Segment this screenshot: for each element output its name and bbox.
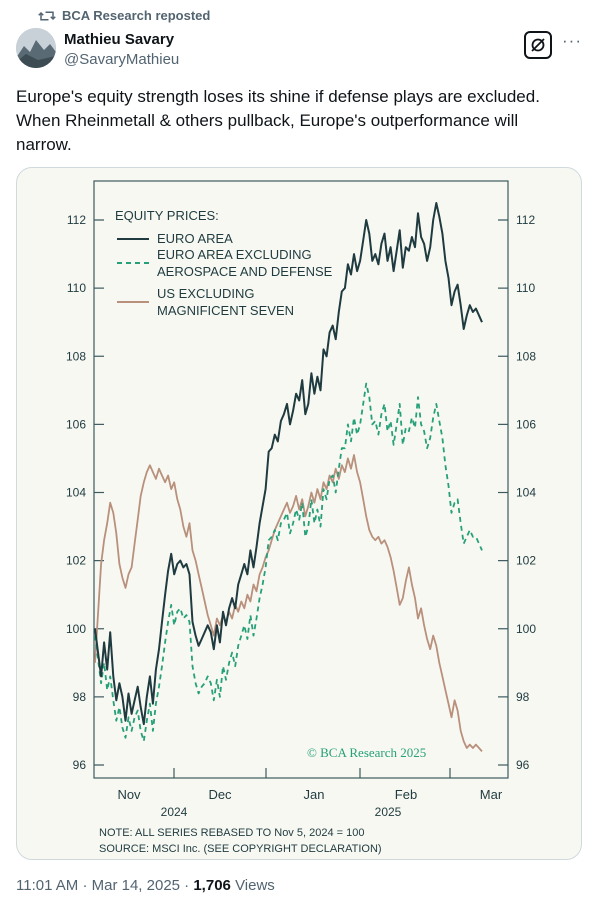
y-tick-label-left: 110 — [67, 281, 86, 295]
y-tick-label-left: 108 — [66, 349, 86, 363]
y-tick-label-right: 104 — [516, 486, 536, 500]
legend-label-1: EURO AREA EXCLUDING AEROSPACE AND DEFENSE — [157, 247, 333, 279]
y-tick-label-left: 100 — [66, 622, 86, 636]
y-tick-label-right: 102 — [516, 554, 536, 568]
views-label: Views — [235, 877, 275, 894]
y-tick-label-left: 112 — [67, 213, 86, 227]
repost-icon — [38, 11, 56, 20]
avatar[interactable] — [16, 28, 56, 68]
y-tick-label-left: 106 — [66, 417, 86, 431]
source-annotation: SOURCE: MSCI Inc. (SEE COPYRIGHT DECLARA… — [99, 843, 382, 855]
legend-label-0: EURO AREA — [157, 231, 233, 246]
y-tick-label-right: 100 — [516, 622, 536, 636]
view-count: 1,706 — [193, 877, 231, 894]
y-tick-label-right: 110 — [516, 281, 535, 295]
tweet-date[interactable]: Mar 14, 2025 — [91, 877, 180, 894]
y-tick-label-left: 96 — [73, 758, 87, 772]
more-options-button[interactable]: ··· — [562, 31, 582, 50]
plot-frame — [93, 180, 509, 779]
legend-label-2: US EXCLUDING MAGNIFICENT SEVEN — [157, 286, 294, 318]
tweet-media-chart[interactable]: 96 96 98 98 100 100 102 102 104 104 106 106 108 108 11… — [16, 167, 582, 860]
x-tick-label: Mar — [480, 787, 503, 802]
series-line-2 — [94, 454, 483, 752]
x-tick-label: Feb — [395, 787, 417, 802]
y-tick-label-left: 102 — [66, 554, 86, 568]
repost-label: BCA Research reposted — [62, 8, 211, 23]
grok-button[interactable] — [524, 31, 552, 59]
line-chart: 96 96 98 98 100 100 102 102 104 104 106 106 108 108 11… — [66, 180, 536, 855]
note-annotation: NOTE: ALL SERIES REBASED TO Nov 5, 2024 … — [99, 827, 364, 839]
avatar-image — [16, 28, 56, 68]
chart-title: EQUITY PRICES: — [115, 208, 219, 223]
x-tick-label: Dec — [208, 787, 232, 802]
y-tick-label-right: 98 — [516, 690, 530, 704]
tweet-text: Europe's equity strength loses its shine… — [16, 87, 540, 154]
x-year-label: 2024 — [161, 805, 188, 819]
meta-separator: · — [82, 877, 92, 894]
series-line-1 — [94, 382, 483, 743]
author-name[interactable]: Mathieu Savary — [64, 31, 175, 48]
repost-indicator[interactable]: BCA Research reposted — [38, 8, 210, 23]
y-tick-label-right: 96 — [516, 758, 530, 772]
series-line-0 — [94, 202, 483, 726]
x-tick-label: Jan — [304, 787, 325, 802]
x-tick-label: Nov — [117, 787, 141, 802]
meta-separator: · — [184, 877, 194, 894]
y-tick-label-left: 104 — [66, 486, 86, 500]
y-tick-label-right: 112 — [516, 213, 535, 227]
x-year-label: 2025 — [375, 805, 402, 819]
y-tick-label-right: 108 — [516, 349, 536, 363]
y-tick-label-right: 106 — [516, 417, 536, 431]
brand-annotation: © BCA Research 2025 — [307, 745, 426, 760]
author-handle[interactable]: @SavaryMathieu — [64, 51, 180, 68]
y-tick-label-left: 98 — [73, 690, 87, 704]
tweet-time[interactable]: 11:01 AM — [16, 877, 79, 894]
tweet-meta: 11:01 AM · Mar 14, 2025 · 1,706 Views — [16, 877, 275, 894]
grok-icon — [531, 38, 545, 52]
